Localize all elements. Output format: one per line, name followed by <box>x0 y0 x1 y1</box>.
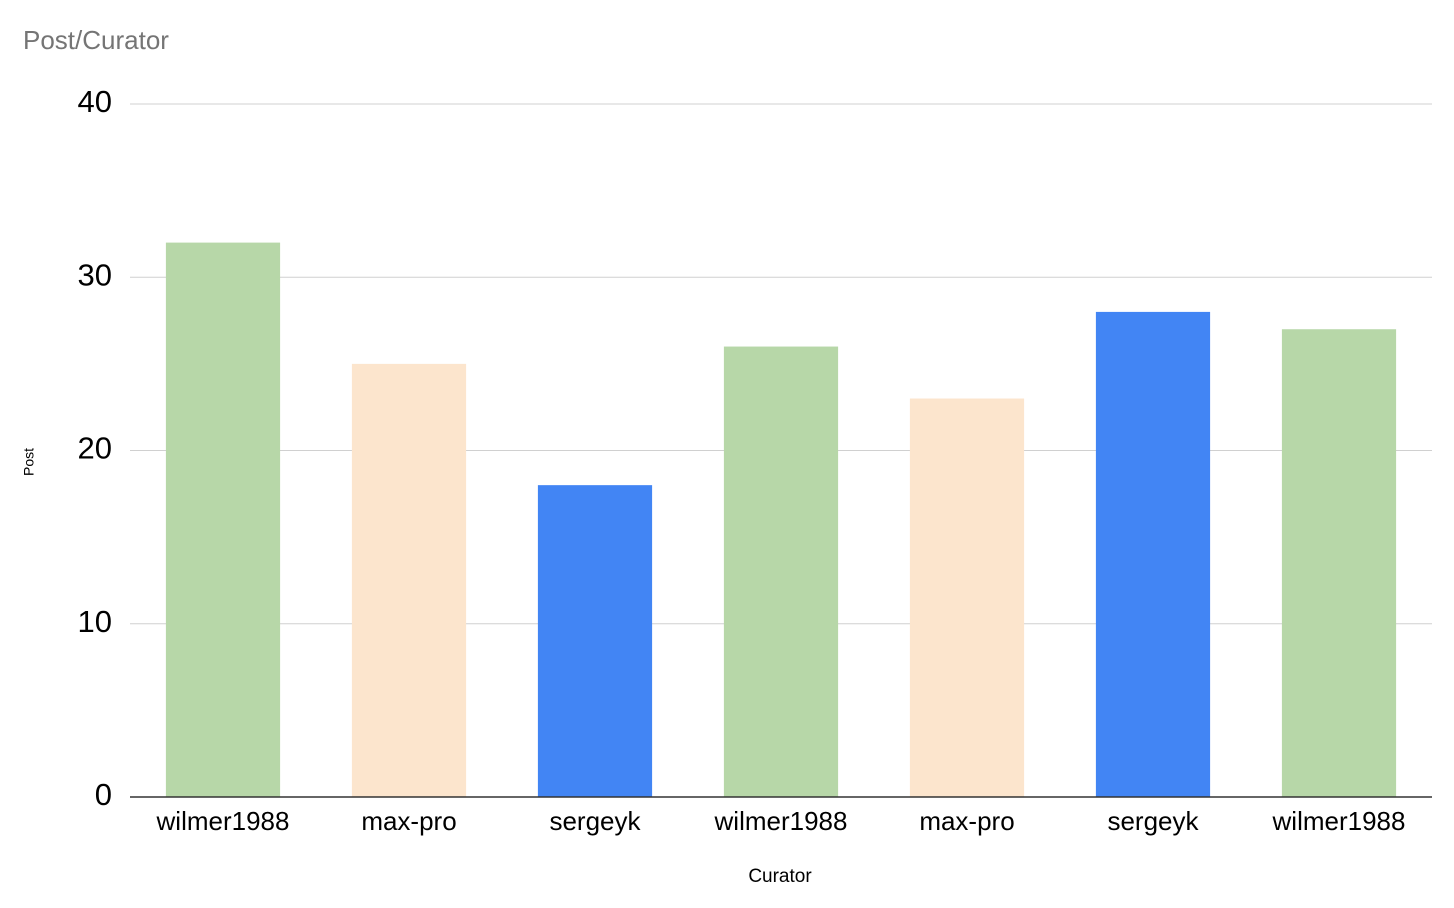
y-tick-label: 40 <box>78 84 112 119</box>
y-tick-label: 20 <box>78 431 112 466</box>
x-tick-label: sergeyk <box>549 806 641 836</box>
y-tick-label: 10 <box>78 604 112 639</box>
y-tick-label: 0 <box>95 777 112 812</box>
bar <box>909 398 1025 797</box>
bar <box>723 346 839 797</box>
bar <box>1281 329 1397 797</box>
x-tick-label: sergeyk <box>1107 806 1199 836</box>
bar <box>537 485 653 797</box>
x-tick-label: wilmer1988 <box>714 806 848 836</box>
bar <box>351 363 467 797</box>
x-tick-label: wilmer1988 <box>1272 806 1406 836</box>
bar <box>1095 311 1211 797</box>
x-tick-label: wilmer1988 <box>156 806 290 836</box>
x-tick-label: max-pro <box>919 806 1014 836</box>
bar <box>165 242 281 798</box>
chart-title: Post/Curator <box>23 25 169 55</box>
y-axis-label: Post <box>21 448 37 476</box>
y-tick-label: 30 <box>78 257 112 292</box>
x-axis-label: Curator <box>748 866 812 887</box>
x-tick-label: max-pro <box>361 806 456 836</box>
